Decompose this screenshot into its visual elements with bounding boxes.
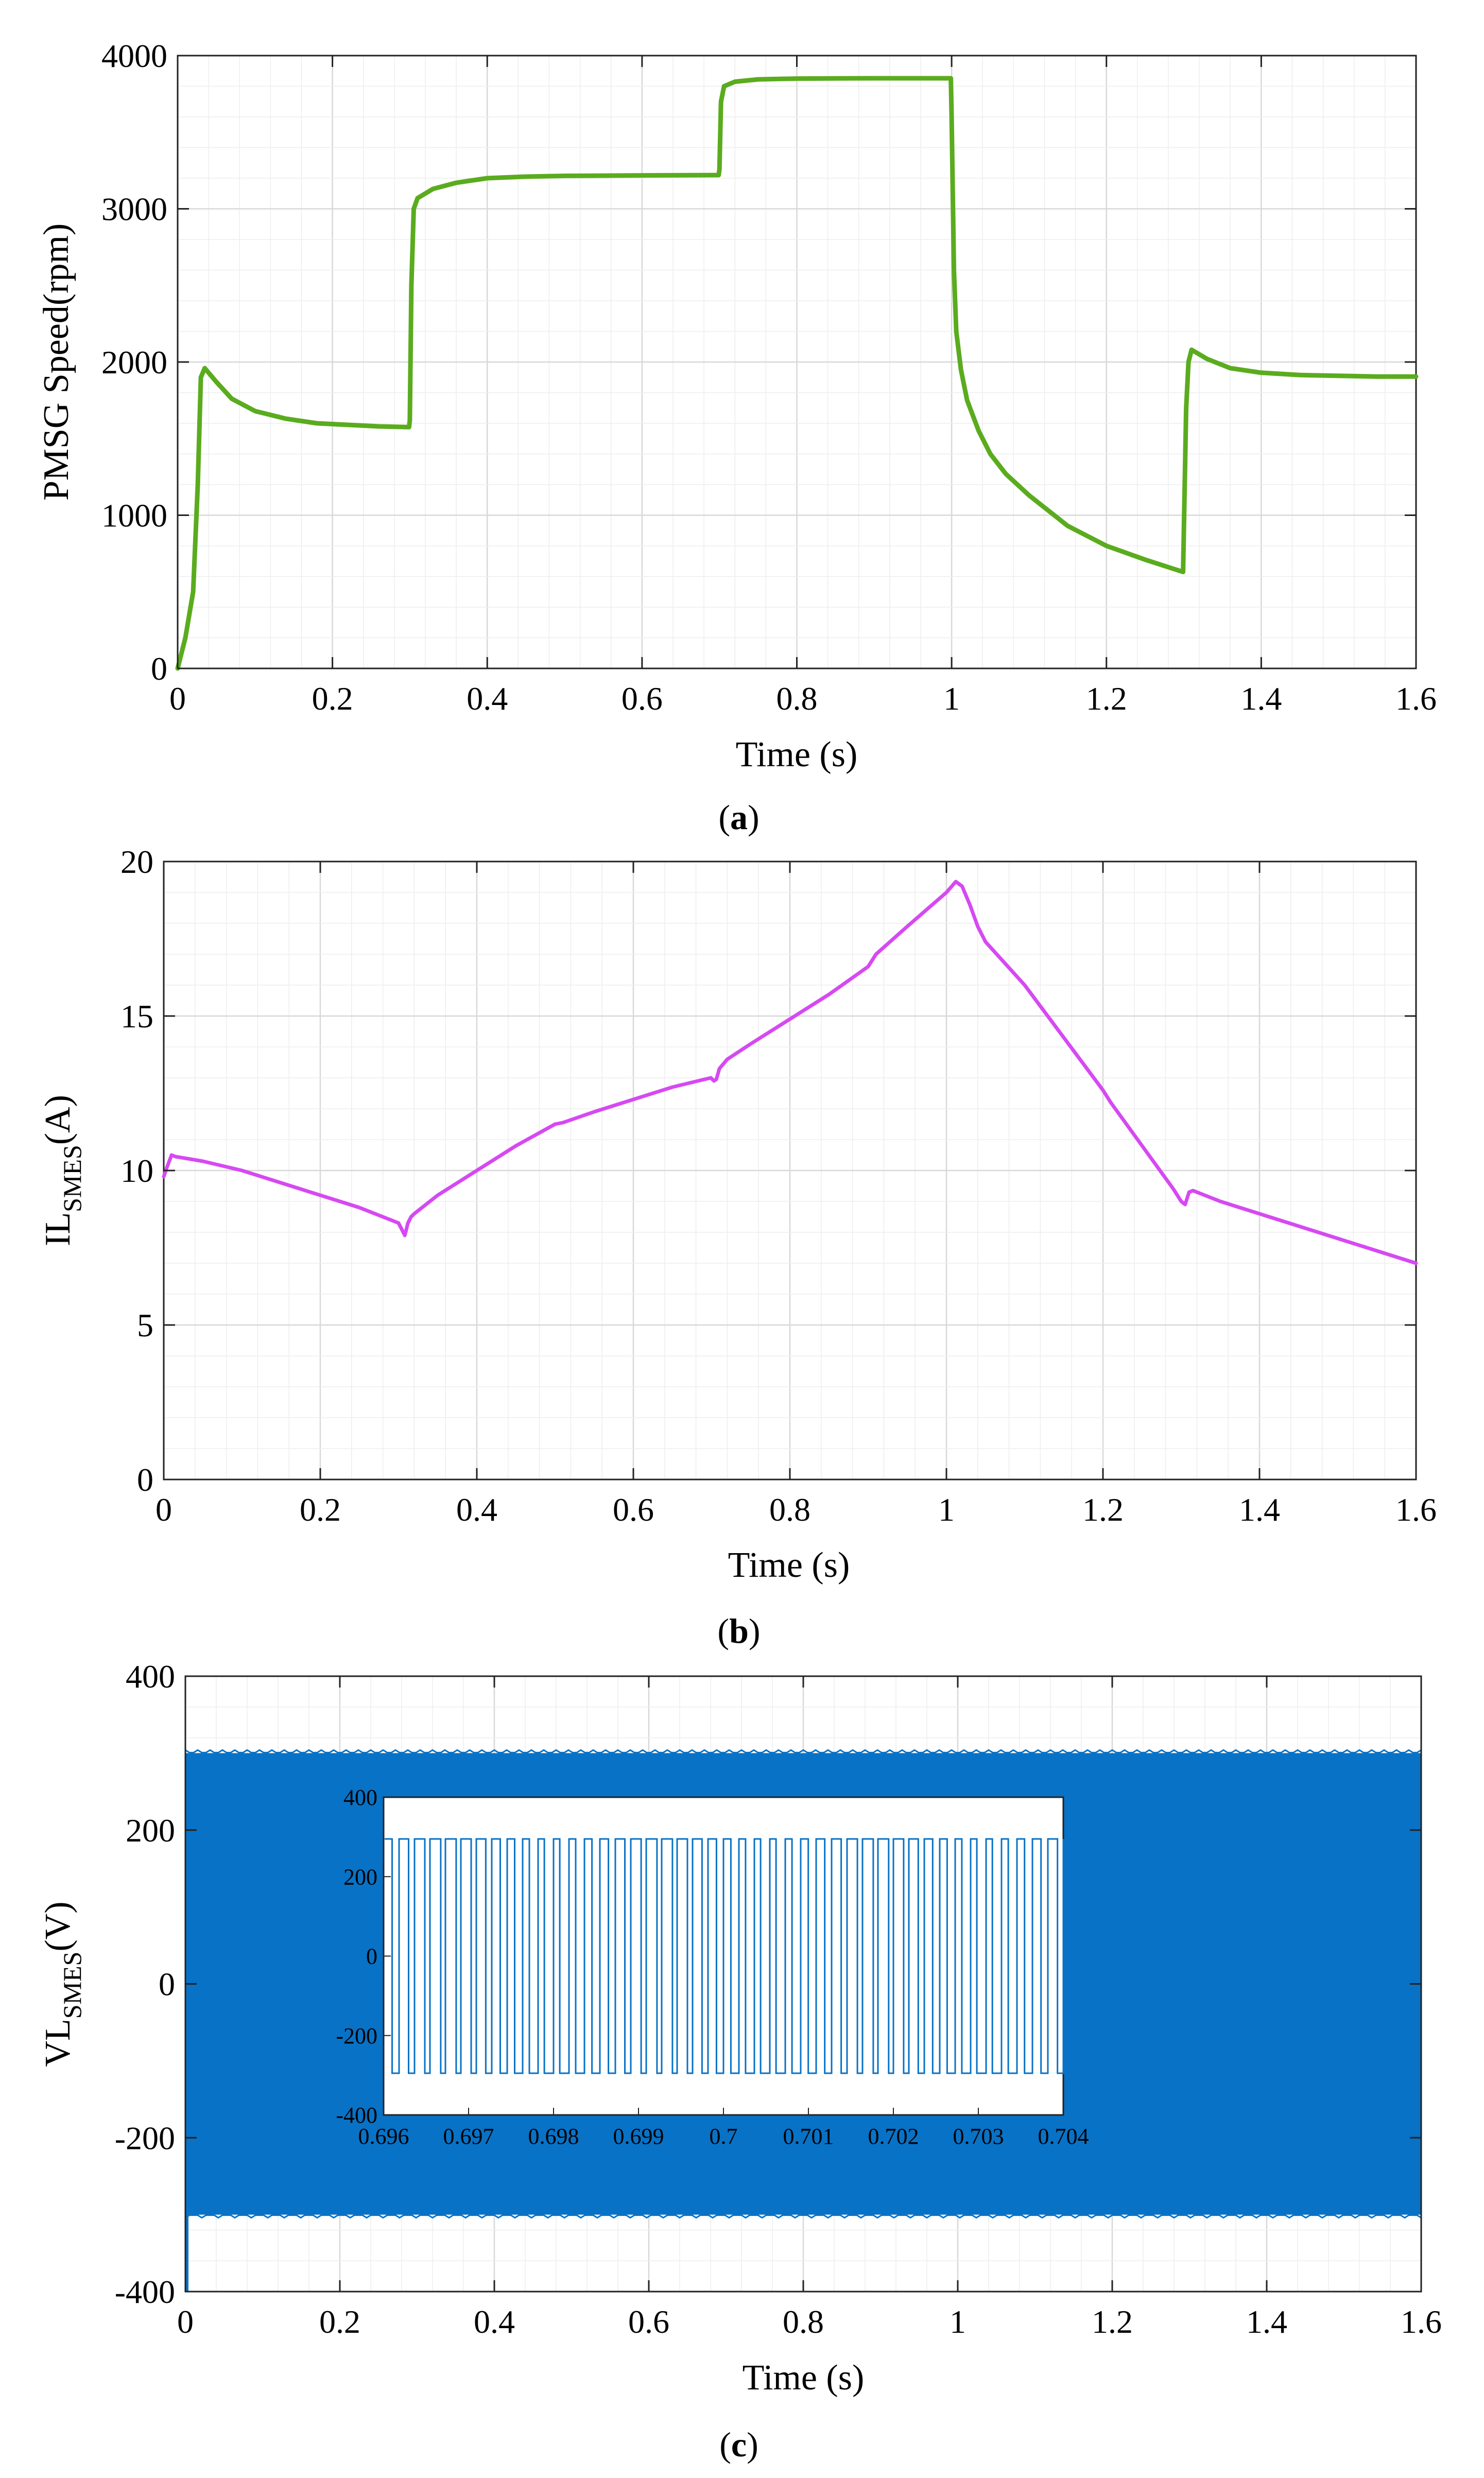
series-group: [162, 880, 1418, 1265]
panel-c-voltage-chart: 0 0.2 0.4 0.6 0.8 1 1.2 1.4 1.6 -400-2000200400 …: [38, 1658, 1442, 2464]
x-tick-label: 0.6: [622, 680, 663, 717]
y-axis-label: PMSG Speed(rpm): [37, 223, 76, 501]
inset-x-tick-labels: 0.696 0.697 0.698 0.699 0.7 0.701 0.702 0.703 0.…: [358, 2108, 1089, 2149]
y-tick-label: 5: [137, 1307, 153, 1344]
inset-y-tick-labels: -400 -200 0 200 400: [336, 1785, 391, 2128]
x-tick-label: 1.4: [1240, 680, 1282, 717]
x-tick-label: 1: [938, 1491, 955, 1528]
inset-series: [385, 1838, 1064, 2074]
inset-x-tick-label: 0.7: [710, 2124, 738, 2149]
inset-x-tick-label: 0.696: [358, 2124, 409, 2149]
series-line: [175, 76, 1419, 671]
inset-x-tick-label: 0.699: [613, 2124, 664, 2149]
y-tick-label: 200: [126, 1812, 175, 1849]
y-tick-label: 2000: [101, 344, 167, 381]
x-axis-label: Time (s): [728, 1545, 850, 1585]
y-tick-labels: 0 1000 2000 3000 4000: [101, 38, 1416, 687]
pwm-lower-edge: [185, 2214, 1422, 2219]
x-tick-label: 1.2: [1086, 680, 1127, 717]
panel-b-current-chart: 0 0.2 0.4 0.6 0.8 1 1.2 1.4 1.6 0 5 10 15 20 Time (s…: [38, 844, 1437, 1650]
x-tick-label: 0.2: [312, 680, 353, 717]
x-tick-label: 0.4: [456, 1491, 497, 1528]
inset-y-tick-label: -200: [336, 2023, 377, 2049]
x-tick-labels: 0 0.2 0.4 0.6 0.8 1 1.2 1.4 1.6: [156, 862, 1437, 1528]
y-tick-labels: -400 -200 0 200 400: [115, 1658, 1421, 2310]
inset-x-tick-label: 0.703: [953, 2124, 1004, 2149]
inset-y-tick-label: 400: [343, 1785, 377, 1810]
x-tick-label: 1.2: [1092, 2303, 1133, 2340]
x-tick-label: 0.8: [776, 680, 818, 717]
x-tick-label: 0.4: [467, 680, 508, 717]
y-tick-label: 0: [151, 650, 167, 687]
subfigure-caption-b: (b): [717, 1611, 760, 1650]
series-line: [162, 880, 1418, 1265]
panel-a-speed-chart: 0 0.2 0.4 0.6 0.8 1 1.2 1.4 1.6 0 1000 2000 3000 400…: [37, 38, 1437, 837]
x-tick-label: 1.6: [1395, 1491, 1437, 1528]
grid: [178, 56, 1416, 668]
inset-zoom-chart: 0.696 0.697 0.698 0.699 0.7 0.701 0.702 0.703 0.…: [336, 1785, 1089, 2149]
x-axis-label: Time (s): [736, 735, 858, 775]
x-tick-label: 1.6: [1395, 680, 1437, 717]
x-tick-label: 0.4: [474, 2303, 515, 2340]
x-tick-labels: 0 0.2 0.4 0.6 0.8 1 1.2 1.4 1.6: [169, 56, 1437, 717]
inset-y-tick-label: 0: [366, 1944, 377, 1969]
series-group: [175, 76, 1419, 671]
pwm-upper-edge: [185, 1749, 1422, 1753]
x-tick-label: 1.2: [1082, 1491, 1124, 1528]
y-tick-label: -200: [115, 2120, 175, 2156]
inset-x-tick-label: 0.697: [443, 2124, 494, 2149]
y-tick-labels: 0 5 10 15 20: [120, 844, 1416, 1498]
subfigure-caption-a: (a): [718, 798, 759, 837]
x-tick-label: 0.8: [769, 1491, 810, 1528]
x-tick-labels: 0 0.2 0.4 0.6 0.8 1 1.2 1.4 1.6: [177, 1676, 1442, 2340]
inset-x-tick-label: 0.704: [1038, 2124, 1089, 2149]
inset-y-tick-label: -400: [336, 2103, 377, 2128]
x-tick-label: 1.4: [1246, 2303, 1287, 2340]
x-tick-label: 0: [169, 680, 186, 717]
x-axis-label: Time (s): [743, 2358, 865, 2398]
x-tick-label: 0.2: [300, 1491, 341, 1528]
x-tick-label: 1.4: [1239, 1491, 1280, 1528]
x-tick-label: 0: [156, 1491, 172, 1528]
y-tick-label: 0: [137, 1461, 153, 1498]
x-tick-label: 0: [177, 2303, 194, 2340]
inset-x-tick-label: 0.702: [868, 2124, 919, 2149]
x-tick-label: 0.6: [613, 1491, 654, 1528]
grid: [164, 862, 1416, 1479]
inset-y-tick-label: 200: [343, 1864, 377, 1889]
x-tick-label: 1: [943, 680, 960, 717]
y-tick-label: 3000: [101, 191, 167, 228]
inset-pwm-waveform: [385, 1838, 1064, 2074]
subfigure-caption-c: (c): [719, 2425, 758, 2464]
x-tick-label: 0.8: [783, 2303, 824, 2340]
y-axis-label: VLSMES(V): [38, 1901, 87, 2067]
x-tick-label: 1: [950, 2303, 966, 2340]
y-tick-label: 10: [120, 1152, 153, 1189]
x-tick-label: 0.2: [319, 2303, 360, 2340]
y-tick-label: 4000: [101, 38, 167, 74]
y-tick-label: 400: [126, 1658, 175, 1695]
x-tick-label: 0.6: [628, 2303, 669, 2340]
y-tick-label: 1000: [101, 497, 167, 534]
y-tick-label: 20: [120, 844, 153, 880]
y-tick-label: -400: [115, 2274, 175, 2310]
y-tick-label: 15: [120, 998, 153, 1035]
x-tick-label: 1.6: [1401, 2303, 1442, 2340]
inset-x-tick-label: 0.701: [783, 2124, 834, 2149]
y-axis-label: ILSMES(A): [38, 1095, 87, 1246]
y-tick-label: 0: [159, 1966, 175, 2003]
inset-x-tick-label: 0.698: [528, 2124, 579, 2149]
